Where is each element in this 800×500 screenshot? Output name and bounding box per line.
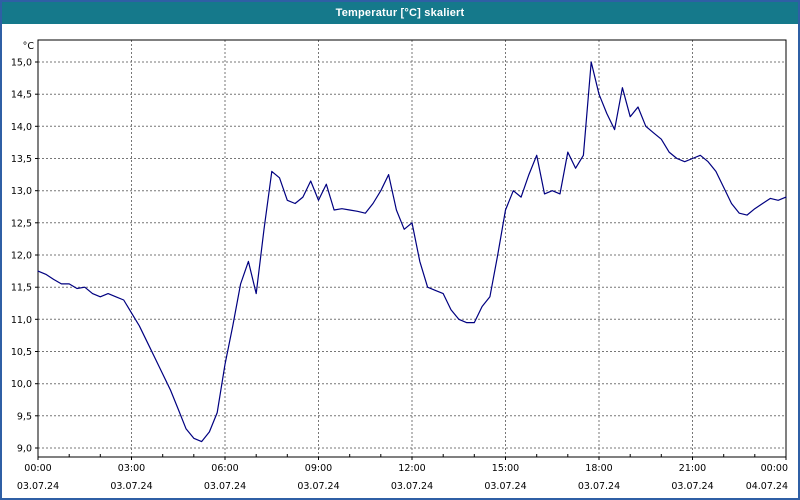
x-tick-time: 03:00 (118, 463, 145, 474)
window-title: Temperatur [°C] skaliert (335, 7, 465, 19)
plot-border (37, 39, 787, 458)
x-tick-time: 00:00 (24, 463, 51, 474)
x-tick-time: 18:00 (585, 463, 612, 474)
x-tick-date: 03.07.24 (484, 481, 526, 492)
x-tick-time: 09:00 (305, 463, 332, 474)
svg-text:12,5: 12,5 (11, 218, 32, 229)
x-tick-date: 03.07.24 (17, 481, 59, 492)
x-tick-time: 12:00 (398, 463, 425, 474)
x-tick-time: 00:00 (761, 463, 788, 474)
x-axis-labels: 00:00 03.07.24 03:00 03.07.24 06:00 03.07.24 0… (17, 463, 788, 492)
svg-text:15,0: 15,0 (11, 58, 32, 69)
svg-text:14,0: 14,0 (11, 122, 32, 133)
axis-ticks (35, 61, 787, 460)
x-tick-time: 06:00 (211, 463, 238, 474)
x-tick-date: 03.07.24 (297, 481, 339, 492)
x-tick-date: 03.07.24 (204, 481, 246, 492)
y-axis-labels: 9,0 9,5 10,0 10,5 11,0 11,5 12,0 12,5 13,0 13,5 14… (11, 41, 35, 455)
x-tick-date: 03.07.24 (671, 481, 713, 492)
svg-text:11,0: 11,0 (11, 315, 32, 326)
x-tick-date: 03.07.24 (110, 481, 152, 492)
svg-text:10,0: 10,0 (11, 379, 32, 390)
chart-area: 9,0 9,5 10,0 10,5 11,0 11,5 12,0 12,5 13,0 13,5 14… (2, 24, 798, 498)
grid-lines (38, 40, 786, 457)
svg-text:12,0: 12,0 (11, 251, 32, 262)
temperature-chart: 9,0 9,5 10,0 10,5 11,0 11,5 12,0 12,5 13,0 13,5 14… (11, 39, 788, 492)
title-bar[interactable]: Temperatur [°C] skaliert (2, 2, 798, 24)
svg-text:10,5: 10,5 (11, 347, 32, 358)
y-axis-unit-label: °C (23, 41, 35, 52)
x-tick-date: 04.07.24 (746, 481, 788, 492)
x-tick-time: 21:00 (679, 463, 706, 474)
series-line-temperatur (37, 61, 787, 443)
svg-text:11,5: 11,5 (11, 283, 32, 294)
x-tick-date: 03.07.24 (391, 481, 433, 492)
x-tick-date: 03.07.24 (578, 481, 620, 492)
svg-text:14,5: 14,5 (11, 90, 32, 101)
x-tick-time: 15:00 (492, 463, 519, 474)
svg-text:9,0: 9,0 (17, 444, 32, 455)
svg-text:9,5: 9,5 (17, 411, 32, 422)
svg-text:13,0: 13,0 (11, 186, 32, 197)
svg-text:13,5: 13,5 (11, 154, 32, 165)
